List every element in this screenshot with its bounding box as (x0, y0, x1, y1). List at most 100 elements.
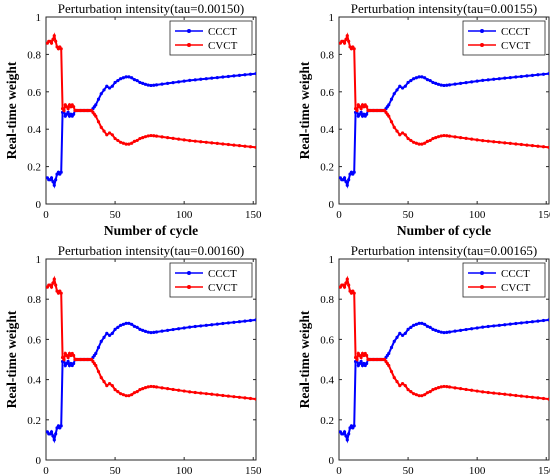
data-point (497, 140, 501, 144)
data-point (445, 134, 449, 138)
y-tick-label: 0.2 (27, 415, 41, 427)
data-point (389, 345, 394, 350)
data-point (417, 394, 421, 398)
y-axis-label: Real-time weight (297, 61, 312, 159)
legend: CCCT CVCT (169, 20, 253, 56)
data-point (99, 125, 103, 129)
data-point (146, 385, 150, 389)
y-tick-label: 0 (36, 455, 42, 467)
data-point (94, 114, 98, 118)
data-point (519, 142, 523, 147)
data-point (232, 74, 236, 78)
data-point (107, 333, 112, 337)
data-point (121, 322, 125, 326)
data-point (464, 81, 468, 85)
data-point (232, 320, 236, 324)
data-point (113, 80, 117, 85)
data-point (400, 333, 405, 337)
data-point (547, 318, 549, 322)
data-point (434, 387, 438, 391)
data-point (497, 392, 501, 396)
data-point (96, 120, 101, 124)
data-point (403, 384, 407, 388)
data-point (138, 136, 142, 141)
data-point (243, 319, 247, 323)
data-point (54, 283, 58, 287)
data-point (143, 329, 148, 333)
data-point (254, 397, 256, 401)
chart-title: Perturbation intensity(tau=0.00155) (351, 1, 537, 16)
data-point (486, 390, 490, 395)
data-point (403, 84, 407, 88)
data-point (54, 432, 58, 436)
data-point (138, 80, 142, 85)
data-point (121, 393, 125, 397)
data-point (445, 385, 449, 389)
data-point (215, 141, 219, 146)
data-point (143, 135, 148, 139)
data-point (119, 77, 123, 81)
data-point (152, 330, 156, 334)
data-point (154, 83, 159, 87)
data-point (210, 141, 214, 145)
data-point (514, 321, 518, 326)
series-cvct (46, 275, 256, 401)
data-point (226, 142, 230, 147)
data-point (221, 393, 225, 398)
data-point (470, 327, 474, 331)
series-line-cvct (339, 275, 549, 401)
data-point (66, 355, 70, 360)
data-point (447, 385, 452, 389)
legend: CCCT CVCT (169, 262, 253, 298)
data-point (409, 78, 413, 83)
y-tick-label: 0 (329, 199, 335, 211)
data-point (124, 394, 128, 398)
series-line-ccct (339, 318, 549, 444)
data-point (193, 390, 197, 395)
data-point (344, 281, 348, 285)
data-point (470, 137, 474, 141)
data-point (116, 78, 120, 83)
data-point (414, 141, 418, 145)
data-point (389, 369, 394, 374)
data-point (254, 318, 256, 322)
data-point (94, 351, 98, 356)
data-point (49, 176, 54, 180)
data-point (105, 384, 109, 388)
data-point (237, 320, 242, 324)
data-point (425, 139, 430, 143)
data-point (442, 330, 446, 335)
data-point (398, 133, 402, 137)
data-point (132, 324, 137, 328)
data-point (199, 77, 203, 81)
data-point (365, 361, 369, 366)
data-point (409, 390, 413, 394)
data-point (232, 143, 236, 147)
data-point (403, 331, 407, 335)
data-point (470, 388, 474, 392)
data-point (121, 76, 125, 80)
data-point (530, 73, 535, 77)
data-point (458, 328, 463, 332)
y-tick-label: 0.4 (320, 124, 334, 136)
data-point (72, 112, 76, 116)
y-tick-label: 0.8 (27, 49, 41, 61)
data-point (105, 84, 109, 88)
chart-panel: Perturbation intensity(tau=0.00150) 0 0.2 0… (4, 1, 262, 238)
data-point (389, 120, 394, 124)
data-point (119, 140, 123, 144)
data-point (344, 179, 348, 184)
data-point (392, 375, 396, 380)
data-point (96, 369, 101, 374)
chart-panel: Perturbation intensity(tau=0.00160) 0 0.2 0… (4, 243, 262, 475)
data-point (486, 78, 490, 82)
data-point (464, 136, 468, 140)
data-point (519, 321, 523, 325)
data-point (177, 388, 181, 392)
data-point (62, 108, 66, 113)
data-point (508, 75, 512, 80)
data-point (188, 390, 192, 394)
data-point (177, 327, 181, 331)
data-point (165, 81, 170, 85)
data-point (243, 144, 247, 148)
